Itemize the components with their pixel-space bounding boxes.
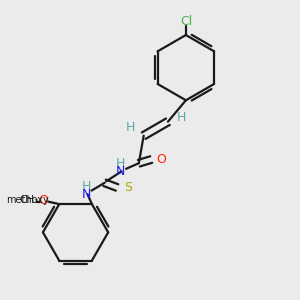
Text: O: O <box>38 194 48 207</box>
Text: H: H <box>177 110 187 124</box>
Text: S: S <box>124 181 132 194</box>
Text: H: H <box>116 157 125 170</box>
Text: H: H <box>126 122 135 134</box>
Text: Cl: Cl <box>180 14 192 28</box>
Text: O: O <box>157 153 166 166</box>
Text: N: N <box>116 165 125 178</box>
Text: N: N <box>81 188 91 201</box>
Text: methoxy: methoxy <box>6 195 49 206</box>
Text: H: H <box>81 180 91 193</box>
Text: CH₃: CH₃ <box>20 195 39 206</box>
